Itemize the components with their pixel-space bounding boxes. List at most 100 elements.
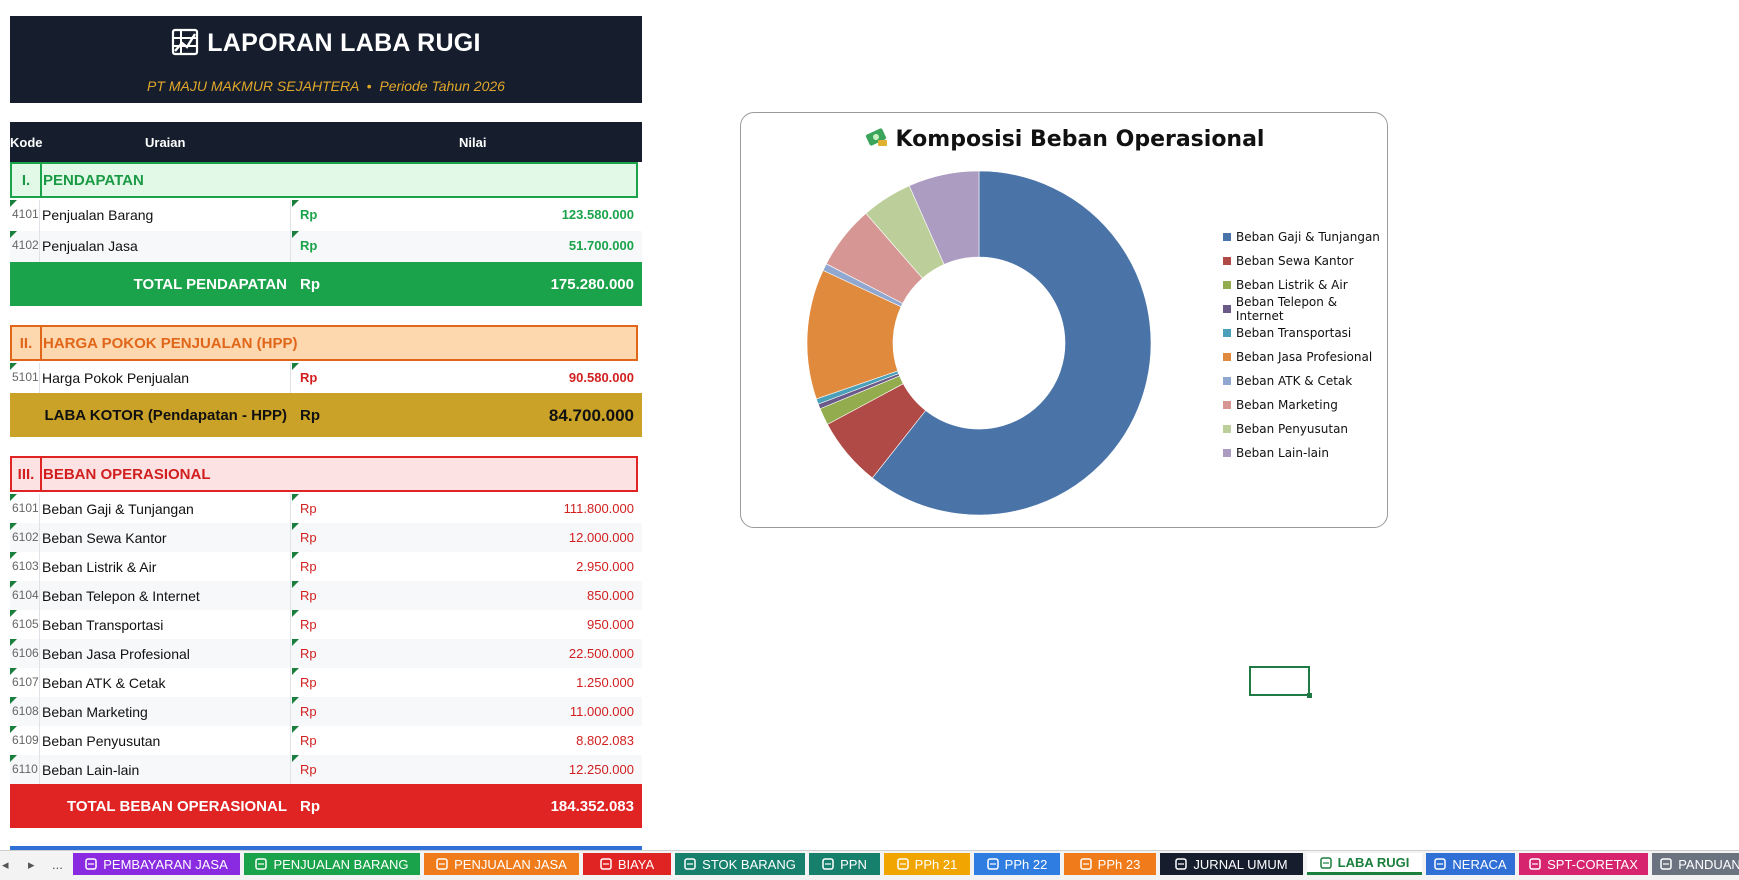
sheet-tab-jurnal-umum[interactable]: JURNAL UMUM <box>1160 853 1303 875</box>
table-row[interactable]: 6103 Beban Listrik & Air Rp 2.950.000 <box>10 552 642 582</box>
cell-comment-marker <box>292 639 299 646</box>
book-open-icon <box>1660 858 1672 870</box>
subtitle-separator: • <box>366 78 372 94</box>
opex-donut-chart[interactable]: Komposisi Beban Operasional Beban Gaji &… <box>740 112 1388 528</box>
currency-label: Rp <box>300 370 318 385</box>
column-divider <box>39 494 40 523</box>
legend-item: Beban Listrik & Air <box>1223 273 1387 297</box>
sheet-tab-panduan[interactable]: PANDUAN <box>1652 853 1739 875</box>
header-value: Nilai <box>459 135 487 150</box>
sheet-tab-penjualan-jasa[interactable]: PENJUALAN JASA <box>424 853 579 875</box>
sheet-tab-stok-barang[interactable]: STOK BARANG <box>675 853 805 875</box>
currency-label: Rp <box>300 501 317 516</box>
sheet-tab-pph-22[interactable]: PPh 22 <box>974 853 1060 875</box>
wrench-icon <box>1079 858 1092 870</box>
table-row[interactable]: 6104 Beban Telepon & Internet Rp 850.000 <box>10 581 642 611</box>
amount-value: 51.700.000 <box>568 238 634 253</box>
tab-more[interactable]: ... <box>52 857 63 872</box>
cell-comment-marker <box>292 231 299 238</box>
table-row[interactable]: 6106 Beban Jasa Profesional Rp 22.500.000 <box>10 639 642 669</box>
table-row[interactable]: 6108 Beban Marketing Rp 11.000.000 <box>10 697 642 727</box>
sheet-tab-bar: ◂ ▸ ... PEMBAYARAN JASA PENJUALAN BARANG P… <box>0 850 1739 880</box>
sheet-tab-label: PPh 22 <box>1004 856 1048 872</box>
legend-swatch <box>1223 401 1231 409</box>
table-row[interactable]: 6107 Beban ATK & Cetak Rp 1.250.000 <box>10 668 642 698</box>
table-row[interactable]: 6105 Beban Transportasi Rp 950.000 <box>10 610 642 640</box>
column-divider <box>290 200 291 231</box>
cell-comment-marker <box>10 363 17 370</box>
money-icon <box>865 128 887 146</box>
tab-scroll-prev[interactable]: ◂ <box>2 857 9 872</box>
table-row[interactable]: 6110 Beban Lain-lain Rp 12.250.000 <box>10 755 642 785</box>
sheet-tab-spt-coretax[interactable]: SPT-CORETAX <box>1519 853 1648 875</box>
sheet-tab-penjualan-barang[interactable]: PENJUALAN BARANG <box>244 853 420 875</box>
account-code: 6106 <box>12 646 39 660</box>
legend-label: Beban Lain-lain <box>1236 446 1329 460</box>
table-row[interactable]: 4101 Penjualan Barang Rp 123.580.000 <box>10 200 642 232</box>
sheet-tab-label: LABA RUGI <box>1337 855 1410 870</box>
sheet-tab-ppn[interactable]: PPN <box>809 853 880 875</box>
account-code: 6109 <box>12 733 39 747</box>
table-row[interactable]: 6102 Beban Sewa Kantor Rp 12.000.000 <box>10 523 642 553</box>
account-label: Beban Sewa Kantor <box>42 530 167 546</box>
account-code: 6107 <box>12 675 39 689</box>
total-revenue-row: TOTAL PENDAPATAN Rp 175.280.000 <box>10 262 642 306</box>
table-row[interactable]: 5101 Harga Pokok Penjualan Rp 90.580.000 <box>10 363 642 394</box>
section-hpp: II. HARGA POKOK PENJUALAN (HPP) <box>10 325 638 361</box>
sheet-tab-label: PENJUALAN BARANG <box>273 856 409 872</box>
account-label: Beban Telepon & Internet <box>42 588 200 604</box>
amount-value: 90.580.000 <box>568 370 634 385</box>
legend-swatch <box>1223 305 1231 313</box>
legend-item: Beban Penyusutan <box>1223 417 1387 441</box>
legend-swatch <box>1223 353 1231 361</box>
chart-title-line: Komposisi Beban Operasional <box>741 127 1387 152</box>
sheet-tab-laba-rugi[interactable]: LABA RUGI <box>1307 853 1422 875</box>
donut-slice[interactable] <box>871 170 1152 516</box>
section-hpp-name: HARGA POKOK PENJUALAN (HPP) <box>43 334 298 352</box>
sheet-tab-label: PPh 23 <box>1097 856 1141 872</box>
amount-value: 111.800.000 <box>563 501 634 516</box>
amount-value: 12.250.000 <box>568 762 634 777</box>
account-label: Beban Gaji & Tunjangan <box>42 501 194 517</box>
money-bag-icon <box>255 858 268 870</box>
account-label: Beban Jasa Profesional <box>42 646 190 662</box>
column-divider <box>39 231 40 262</box>
legend-swatch <box>1223 281 1231 289</box>
column-divider <box>39 581 40 610</box>
total-revenue-value: 175.280.000 <box>550 276 634 293</box>
column-divider <box>290 726 291 755</box>
selected-cell[interactable] <box>1249 666 1312 698</box>
total-opex-currency: Rp <box>300 798 320 815</box>
account-code: 4101 <box>12 207 39 221</box>
cell-comment-marker <box>10 552 17 559</box>
currency-label: Rp <box>300 559 317 574</box>
currency-label: Rp <box>300 646 317 661</box>
donut-slice[interactable] <box>908 170 980 265</box>
box-icon <box>684 858 696 870</box>
section-hpp-num: II. <box>12 327 42 359</box>
table-row[interactable]: 6101 Beban Gaji & Tunjangan Rp 111.800.000 <box>10 494 642 524</box>
account-label: Beban Marketing <box>42 704 148 720</box>
sheet-tab-pph-21[interactable]: PPh 21 <box>884 853 970 875</box>
sheet-tab-biaya[interactable]: BIAYA <box>583 853 671 875</box>
legend-label: Beban Telepon & Internet <box>1235 295 1338 323</box>
legend-label: Beban Sewa Kantor <box>1236 254 1354 268</box>
table-row[interactable]: 6109 Beban Penyusutan Rp 8.802.083 <box>10 726 642 756</box>
sheet-tab-pembayaran-jasa[interactable]: PEMBAYARAN JASA <box>73 853 240 875</box>
sheet-tab-neraca[interactable]: NERACA <box>1426 853 1515 875</box>
table-row[interactable]: 4102 Penjualan Jasa Rp 51.700.000 <box>10 231 642 263</box>
account-code: 6103 <box>12 559 39 573</box>
people-icon <box>896 858 909 870</box>
column-divider <box>39 668 40 697</box>
book-icon <box>1175 858 1188 870</box>
account-label: Beban Lain-lain <box>42 762 140 778</box>
report-title: LAPORAN LABA RUGI <box>207 29 481 57</box>
cell-comment-marker <box>292 200 299 207</box>
tab-scroll-next[interactable]: ▸ <box>28 857 35 872</box>
column-divider <box>290 755 291 784</box>
sheet-tab-pph-23[interactable]: PPh 23 <box>1064 853 1156 875</box>
currency-label: Rp <box>300 733 317 748</box>
currency-label: Rp <box>300 762 317 777</box>
next-section-band <box>10 846 642 850</box>
sheet-tab-label: SPT-CORETAX <box>1547 856 1638 872</box>
